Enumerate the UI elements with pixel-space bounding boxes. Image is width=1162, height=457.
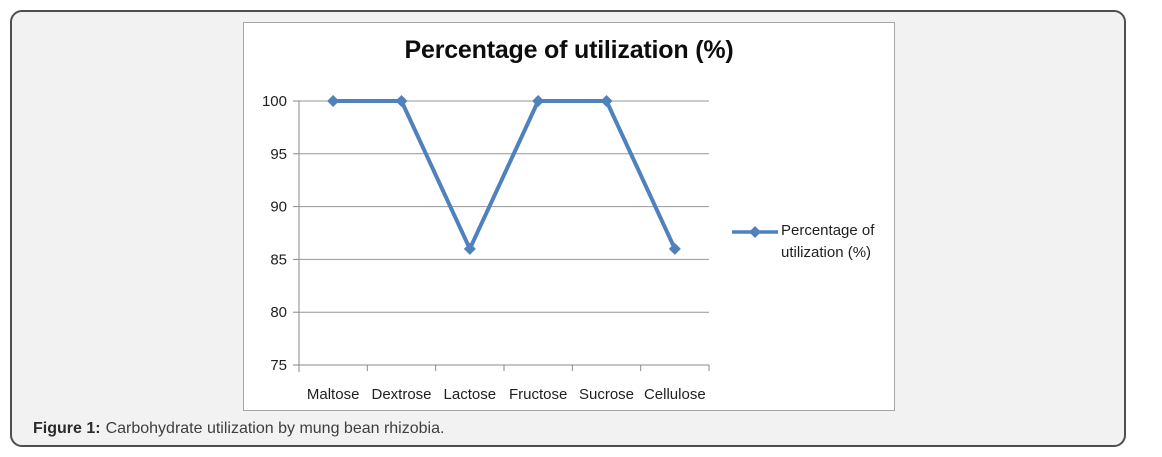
data-point-marker bbox=[532, 95, 545, 107]
y-tick-label: 80 bbox=[270, 304, 287, 321]
chart-title: Percentage of utilization (%) bbox=[404, 36, 734, 64]
x-category-label: Dextrose bbox=[371, 386, 431, 403]
data-point-marker bbox=[600, 95, 613, 107]
x-category-label: Sucrose bbox=[579, 386, 634, 403]
legend-diamond-icon bbox=[749, 226, 761, 238]
data-point-marker bbox=[327, 95, 340, 107]
figure-caption-label: Figure 1: bbox=[33, 420, 101, 437]
legend-line-marker-icon bbox=[732, 226, 778, 238]
x-category-label: Fructose bbox=[509, 386, 567, 403]
y-tick-label: 85 bbox=[270, 251, 287, 268]
x-category-label: Lactose bbox=[444, 386, 497, 403]
y-tick-label: 90 bbox=[270, 199, 287, 216]
figure-panel: 100 95 90 85 80 75 Maltose Dextrose Lactose Fruct… bbox=[10, 10, 1126, 447]
legend: Percentage of utilization (%) bbox=[731, 220, 874, 264]
data-point-marker bbox=[463, 242, 476, 255]
x-category-label: Maltose bbox=[307, 386, 360, 403]
legend-label: Percentage of utilization (%) bbox=[781, 220, 874, 264]
legend-label-line2: utilization (%) bbox=[781, 244, 872, 261]
figure-caption: Figure 1: Carbohydrate utilization by mun… bbox=[33, 420, 444, 438]
series-line bbox=[331, 99, 677, 251]
figure-caption-text: Carbohydrate utilization by mung bean rh… bbox=[105, 420, 445, 437]
chart-area: 100 95 90 85 80 75 Maltose Dextrose Lactose Fruct… bbox=[243, 22, 895, 411]
y-tick-label: 95 bbox=[270, 146, 287, 163]
y-tick-label: 75 bbox=[270, 357, 287, 374]
data-point-marker bbox=[668, 242, 681, 255]
data-point-marker bbox=[395, 95, 408, 107]
y-tick-label: 100 bbox=[262, 93, 287, 110]
line-chart-plot: 100 95 90 85 80 75 Maltose Dextrose Lactose Fruct… bbox=[262, 93, 710, 403]
x-category-label: Cellulose bbox=[644, 386, 706, 403]
legend-label-line1: Percentage of bbox=[781, 222, 875, 239]
